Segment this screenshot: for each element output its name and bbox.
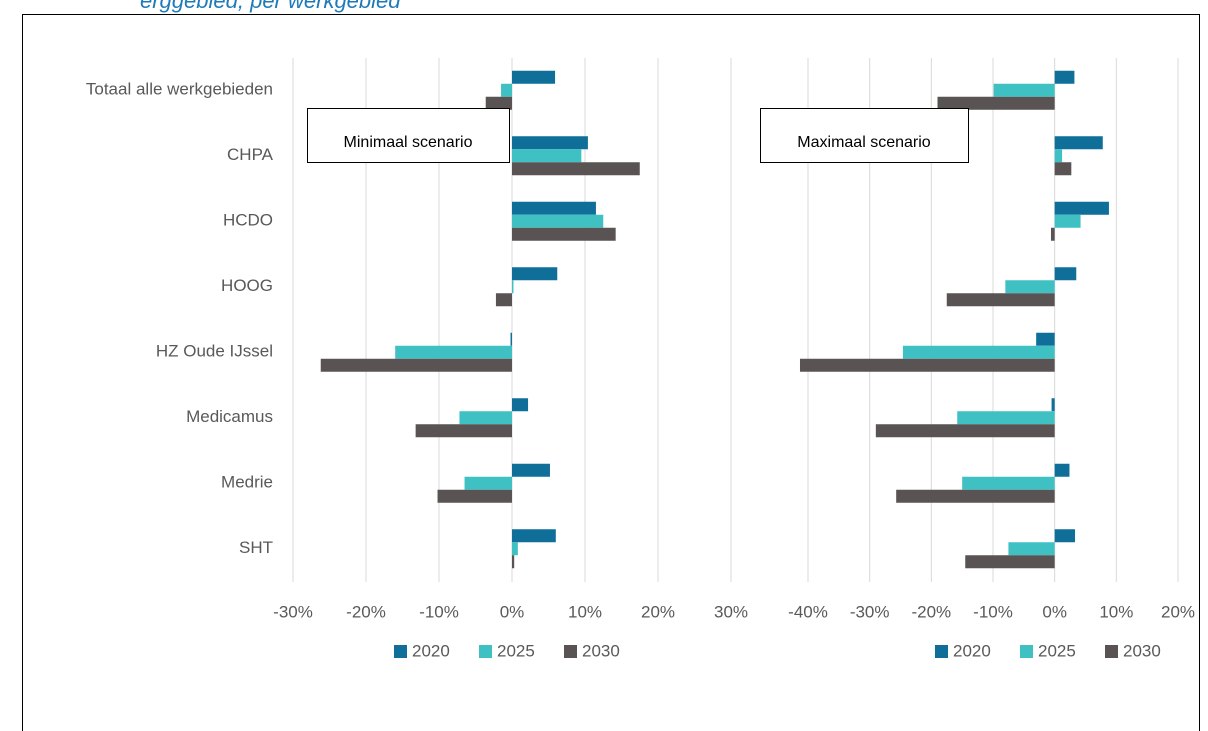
y-tick-label: Medrie (221, 473, 273, 492)
bar (512, 201, 596, 215)
bar (485, 96, 512, 110)
bar (512, 162, 640, 176)
bar (1054, 136, 1103, 150)
bar (993, 83, 1055, 97)
x-tick-label: -20% (911, 602, 951, 621)
legend-swatch (1020, 645, 1033, 658)
bar (1054, 529, 1076, 543)
legend-label: 2025 (497, 641, 535, 660)
x-tick-label: -20% (346, 602, 386, 621)
x-tick-label: 20% (641, 602, 675, 621)
y-tick-label: HZ Oude IJssel (156, 342, 273, 361)
bar (395, 345, 512, 359)
legend-swatch (1105, 645, 1118, 658)
bar (512, 136, 588, 150)
bar (875, 424, 1055, 438)
bar (512, 398, 529, 412)
legend-label: 2030 (582, 641, 620, 660)
x-tick-label: 20% (1161, 602, 1195, 621)
y-tick-label: HOOG (221, 276, 273, 295)
bar (902, 345, 1055, 359)
bar (512, 214, 604, 228)
bar (437, 489, 512, 503)
bar (1054, 149, 1063, 163)
bar (512, 149, 582, 163)
bar (1054, 201, 1109, 215)
annotation-box (307, 108, 510, 163)
bar (510, 332, 512, 346)
bar (946, 293, 1055, 307)
legend-swatch (479, 645, 492, 658)
bar (1051, 398, 1055, 412)
bar (512, 227, 616, 241)
bar (962, 476, 1055, 490)
x-tick-label: 30% (714, 602, 748, 621)
bar (512, 463, 550, 477)
bar (512, 555, 515, 569)
x-tick-label: -10% (419, 602, 459, 621)
legend-label: 2025 (1038, 641, 1076, 660)
bar (1054, 214, 1081, 228)
x-tick-label: -30% (850, 602, 890, 621)
bar (1054, 267, 1077, 281)
bar (512, 70, 556, 84)
x-tick-label: -30% (273, 602, 313, 621)
bar (1050, 227, 1055, 241)
bar (957, 411, 1055, 425)
bar (415, 424, 512, 438)
y-tick-label: HCDO (223, 211, 273, 230)
bar (1054, 162, 1072, 176)
bar (799, 358, 1055, 372)
bar (1054, 463, 1070, 477)
x-tick-label: 0% (1042, 602, 1067, 621)
bar (501, 83, 512, 97)
bar (512, 542, 518, 556)
bar (1036, 332, 1055, 346)
x-tick-label: 0% (500, 602, 525, 621)
bar (965, 555, 1055, 569)
bar (512, 280, 514, 294)
bar (459, 411, 512, 425)
legend-swatch (935, 645, 948, 658)
x-tick-label: -40% (788, 602, 828, 621)
legend-label: 2030 (1123, 641, 1161, 660)
bar (1054, 70, 1075, 84)
annotation: Minimaal scenario (344, 134, 473, 151)
x-tick-label: 10% (568, 602, 602, 621)
legend-swatch (564, 645, 577, 658)
y-tick-label: Totaal alle werkgebieden (86, 80, 273, 99)
y-tick-label: CHPA (227, 145, 274, 164)
chart-title: erggebied, per werkgebied (140, 0, 401, 13)
bar (937, 96, 1055, 110)
bar (495, 293, 512, 307)
x-tick-label: 10% (1099, 602, 1133, 621)
x-tick-label: -10% (973, 602, 1013, 621)
annotation-box (760, 108, 969, 163)
bar (512, 529, 556, 543)
y-tick-label: Medicamus (186, 407, 273, 426)
legend-swatch (394, 645, 407, 658)
legend-label: 2020 (412, 641, 450, 660)
bar (1008, 542, 1055, 556)
legend-label: 2020 (953, 641, 991, 660)
y-tick-label: SHT (239, 538, 273, 557)
bar (1005, 280, 1055, 294)
annotation: Maximaal scenario (797, 134, 930, 151)
bar (464, 476, 512, 490)
frame (22, 14, 1200, 731)
bar (320, 358, 512, 372)
bar (512, 267, 558, 281)
bar (896, 489, 1055, 503)
